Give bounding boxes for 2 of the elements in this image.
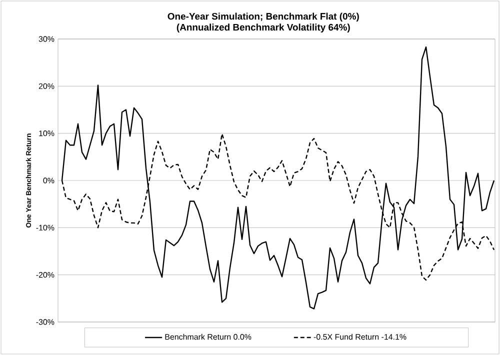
chart-subtitle: (Annualized Benchmark Volatility 64%) bbox=[176, 24, 350, 32]
chart-title: One-Year Simulation; Benchmark Flat (0%) bbox=[168, 12, 359, 22]
